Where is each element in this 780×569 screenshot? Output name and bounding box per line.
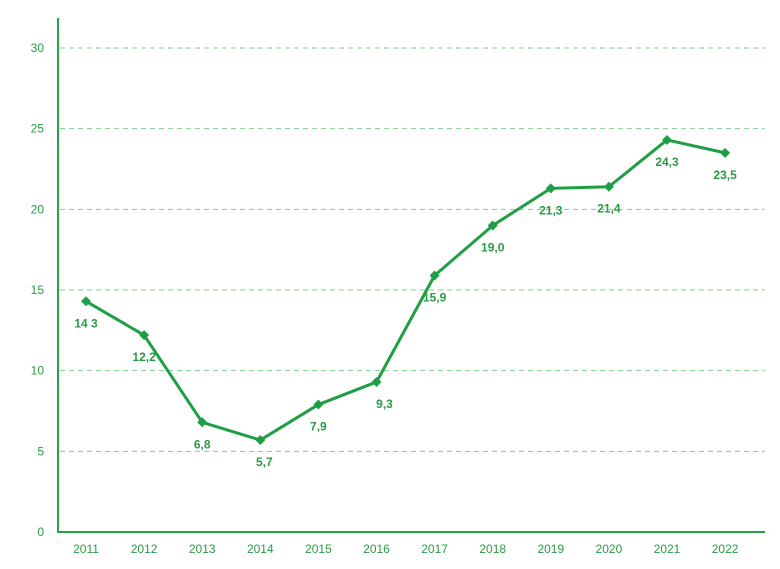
data-point-marker [720, 147, 731, 158]
x-tick-label: 2020 [596, 542, 623, 556]
data-label: 5,7 [256, 455, 273, 469]
data-label: 9,3 [376, 397, 393, 411]
y-tick-label: 20 [31, 202, 45, 216]
series-line [84, 138, 727, 442]
data-point-marker [662, 134, 672, 145]
data-point-marker [429, 270, 440, 281]
data-label: 23,5 [713, 168, 737, 182]
data-label: 7,9 [310, 420, 327, 434]
x-tick-label: 2022 [712, 542, 739, 556]
y-tick-labels: 0 5 10 15 20 25 30 [31, 41, 45, 539]
x-tick-label: 2013 [189, 542, 216, 556]
y-tick-label: 10 [31, 364, 45, 378]
x-tick-label: 2015 [305, 542, 332, 556]
data-point-marker [255, 435, 266, 446]
x-tick-label: 2021 [654, 542, 681, 556]
data-point-marker [81, 296, 91, 307]
data-point-marker [603, 181, 614, 192]
data-point-marker [139, 330, 150, 341]
y-tick-label: 15 [31, 283, 45, 297]
y-tick-label: 25 [31, 122, 45, 136]
data-point-marker [545, 183, 556, 194]
data-label: 6,8 [194, 437, 211, 451]
x-tick-label: 2018 [479, 542, 506, 556]
data-label: 19,0 [481, 240, 505, 254]
x-tick-label: 2011 [73, 542, 99, 556]
x-tick-label: 2012 [131, 542, 158, 556]
data-point-marker [313, 399, 324, 410]
data-series [81, 134, 731, 446]
x-tick-label: 2014 [247, 542, 274, 556]
data-point-marker [371, 376, 382, 387]
x-tick-label: 2017 [421, 542, 448, 556]
gridlines [60, 47, 765, 452]
x-tick-label: 2019 [537, 542, 564, 556]
data-label: 15,9 [423, 290, 447, 304]
data-point-marker [197, 417, 208, 428]
x-tick-labels: 2011 2012 2013 2014 2015 2016 2017 2018 2019 2020… [73, 542, 739, 556]
data-label: 14 3 [74, 316, 98, 330]
y-tick-label: 0 [37, 525, 44, 539]
data-label: 24,3 [655, 155, 679, 169]
data-label: 21,3 [539, 203, 563, 217]
y-tick-label: 30 [31, 41, 45, 55]
x-tick-label: 2016 [363, 542, 390, 556]
data-label: 21,4 [597, 202, 621, 216]
data-point-marker [487, 220, 498, 231]
data-labels: 14 3 12,2 6,8 5,7 7,9 9,3 15,9 19,0 21,3 21,4 24,3… [74, 155, 737, 469]
y-tick-label: 5 [37, 444, 44, 458]
axes [57, 18, 765, 533]
data-label: 12,2 [132, 350, 156, 364]
